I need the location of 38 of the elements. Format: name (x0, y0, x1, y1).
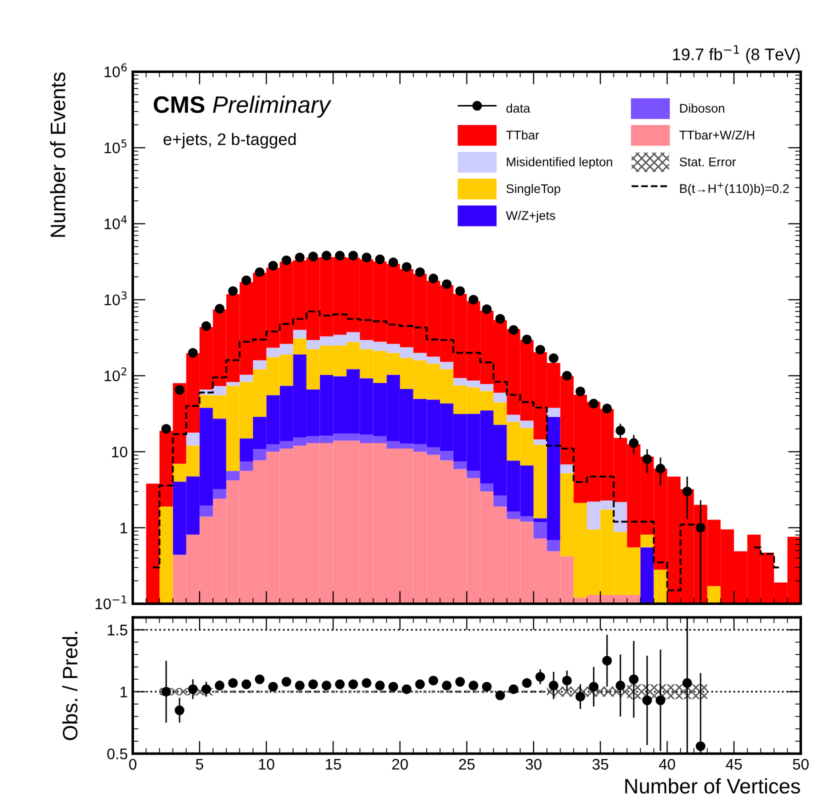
x-tick-label: 40 (659, 758, 676, 770)
x-tick-label: 35 (592, 758, 608, 770)
x-tick-label: 45 (726, 759, 742, 770)
legend-label: TTbar (506, 130, 540, 140)
annotation: Preliminary (212, 96, 332, 118)
x-tick-label: 25 (459, 758, 475, 770)
y-tick-label: 10$^{5}$ (104, 140, 126, 154)
x-tick-label: 5 (196, 759, 204, 770)
y-axis-title: Number of Events (50, 72, 66, 237)
y-tick-label: 1 (120, 522, 128, 534)
y-tick-label: 10$^{2}$ (104, 367, 126, 382)
annotation: CMS (154, 96, 204, 114)
x-tick-label: 50 (792, 758, 809, 770)
legend-label: Stat. Error (680, 157, 736, 166)
x-tick-label: 15 (326, 759, 342, 770)
annotation: e+jets, 2 b-tagged (164, 132, 296, 148)
y-tick-label: 1.5 (108, 624, 128, 636)
legend-label: B(t→H$^{+}$(110)b)=0.2 (680, 182, 789, 196)
y-tick-label: 10$^{6}$ (104, 63, 127, 78)
y-tick-label: 10 (112, 446, 128, 458)
y-tick-label: 1 (120, 686, 128, 698)
x-axis-title: Number of Vertices (625, 778, 800, 794)
legend-label: SingleTop (506, 184, 560, 196)
x-tick-label: 30 (526, 758, 542, 770)
legend-label: TTbar+W/Z/H (679, 130, 754, 140)
y-tick-label: 10$^{3}$ (104, 291, 127, 306)
y-tick-label: 10$^{4}$ (104, 216, 127, 230)
y-tick-label: 10$^{−1}$ (96, 595, 126, 610)
legend-label: data (506, 104, 530, 113)
legend-label: Misidentified lepton (506, 157, 612, 169)
x-tick-label: 20 (392, 758, 408, 770)
y-tick-label: 0.5 (107, 748, 128, 760)
legend-label: W/Z+jets (506, 210, 556, 222)
y-axis-title: Obs. / Pred. (62, 632, 78, 740)
legend-label: Diboson (680, 104, 724, 113)
x-tick-label: 10 (259, 758, 274, 770)
x-tick-label: 0 (129, 758, 136, 770)
text: 19.7 fb$^{−1}$ (8 TeV) (673, 45, 800, 64)
